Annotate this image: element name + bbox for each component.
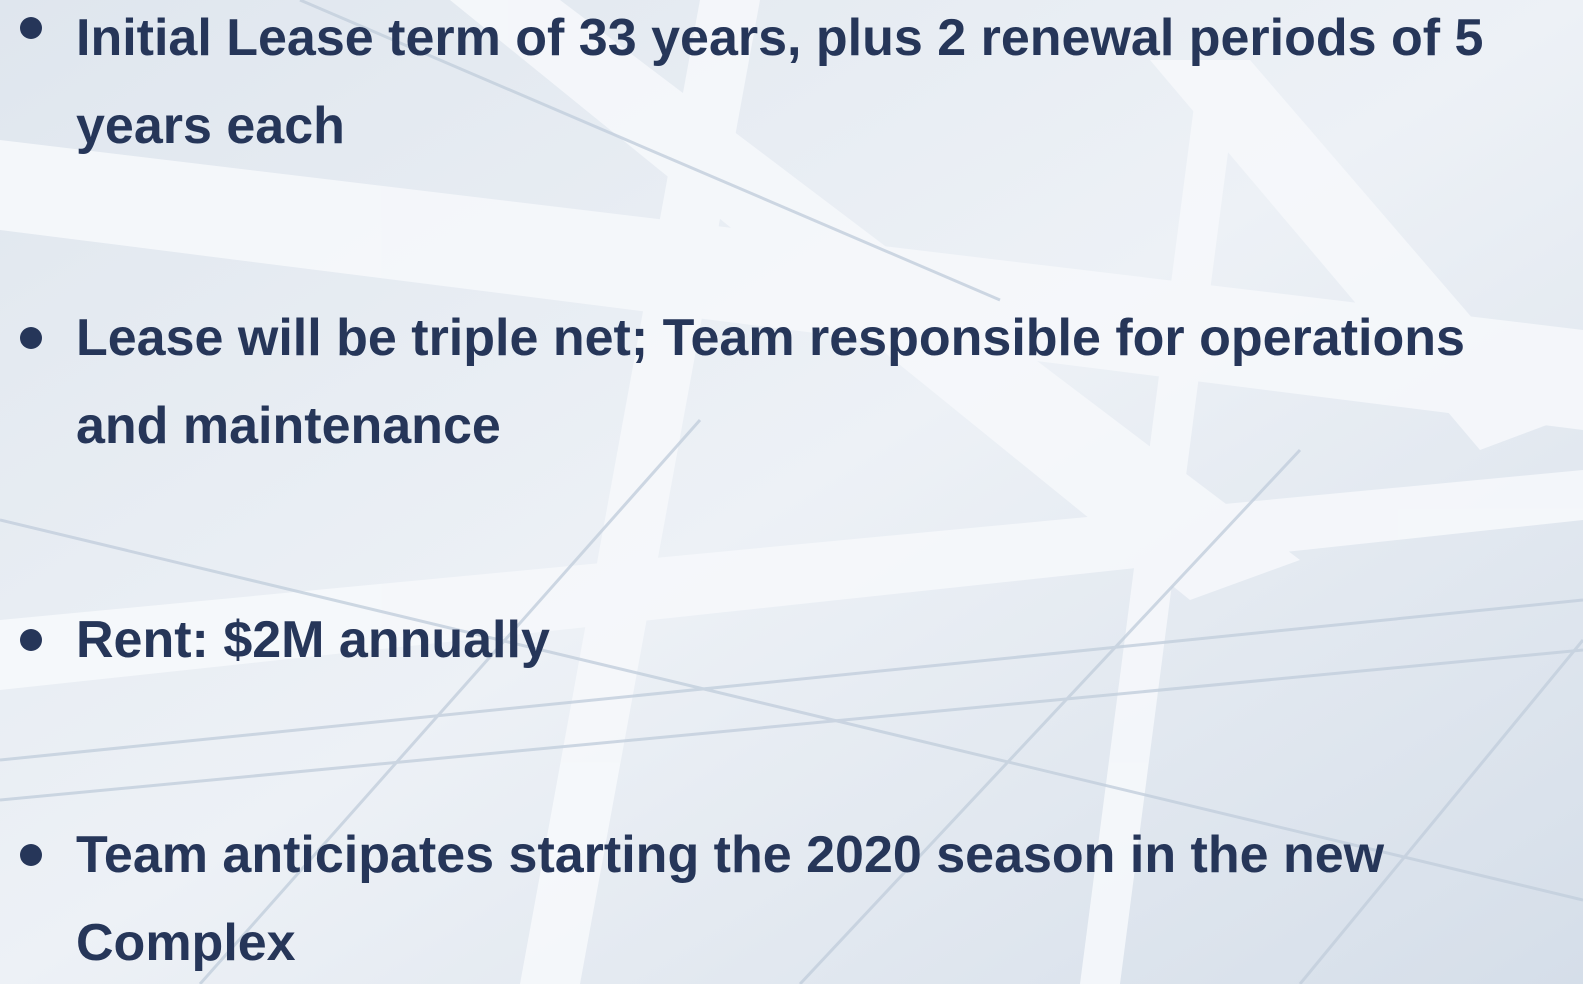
- bullet-text: Rent: $2M annually: [76, 596, 1571, 684]
- bullet-text: Team anticipates starting the 2020 seaso…: [76, 811, 1571, 987]
- bullet-dot: [20, 844, 42, 866]
- bullet-dot: [20, 327, 42, 349]
- slide: {"bullets": ["Initial Lease term of 33 y…: [0, 0, 1583, 984]
- bullet-text: Initial Lease term of 33 years, plus 2 r…: [76, 0, 1571, 170]
- bullet-dot: [20, 629, 42, 651]
- bullet-text: Lease will be triple net; Team responsib…: [76, 294, 1571, 470]
- bullet-dot: [20, 17, 42, 39]
